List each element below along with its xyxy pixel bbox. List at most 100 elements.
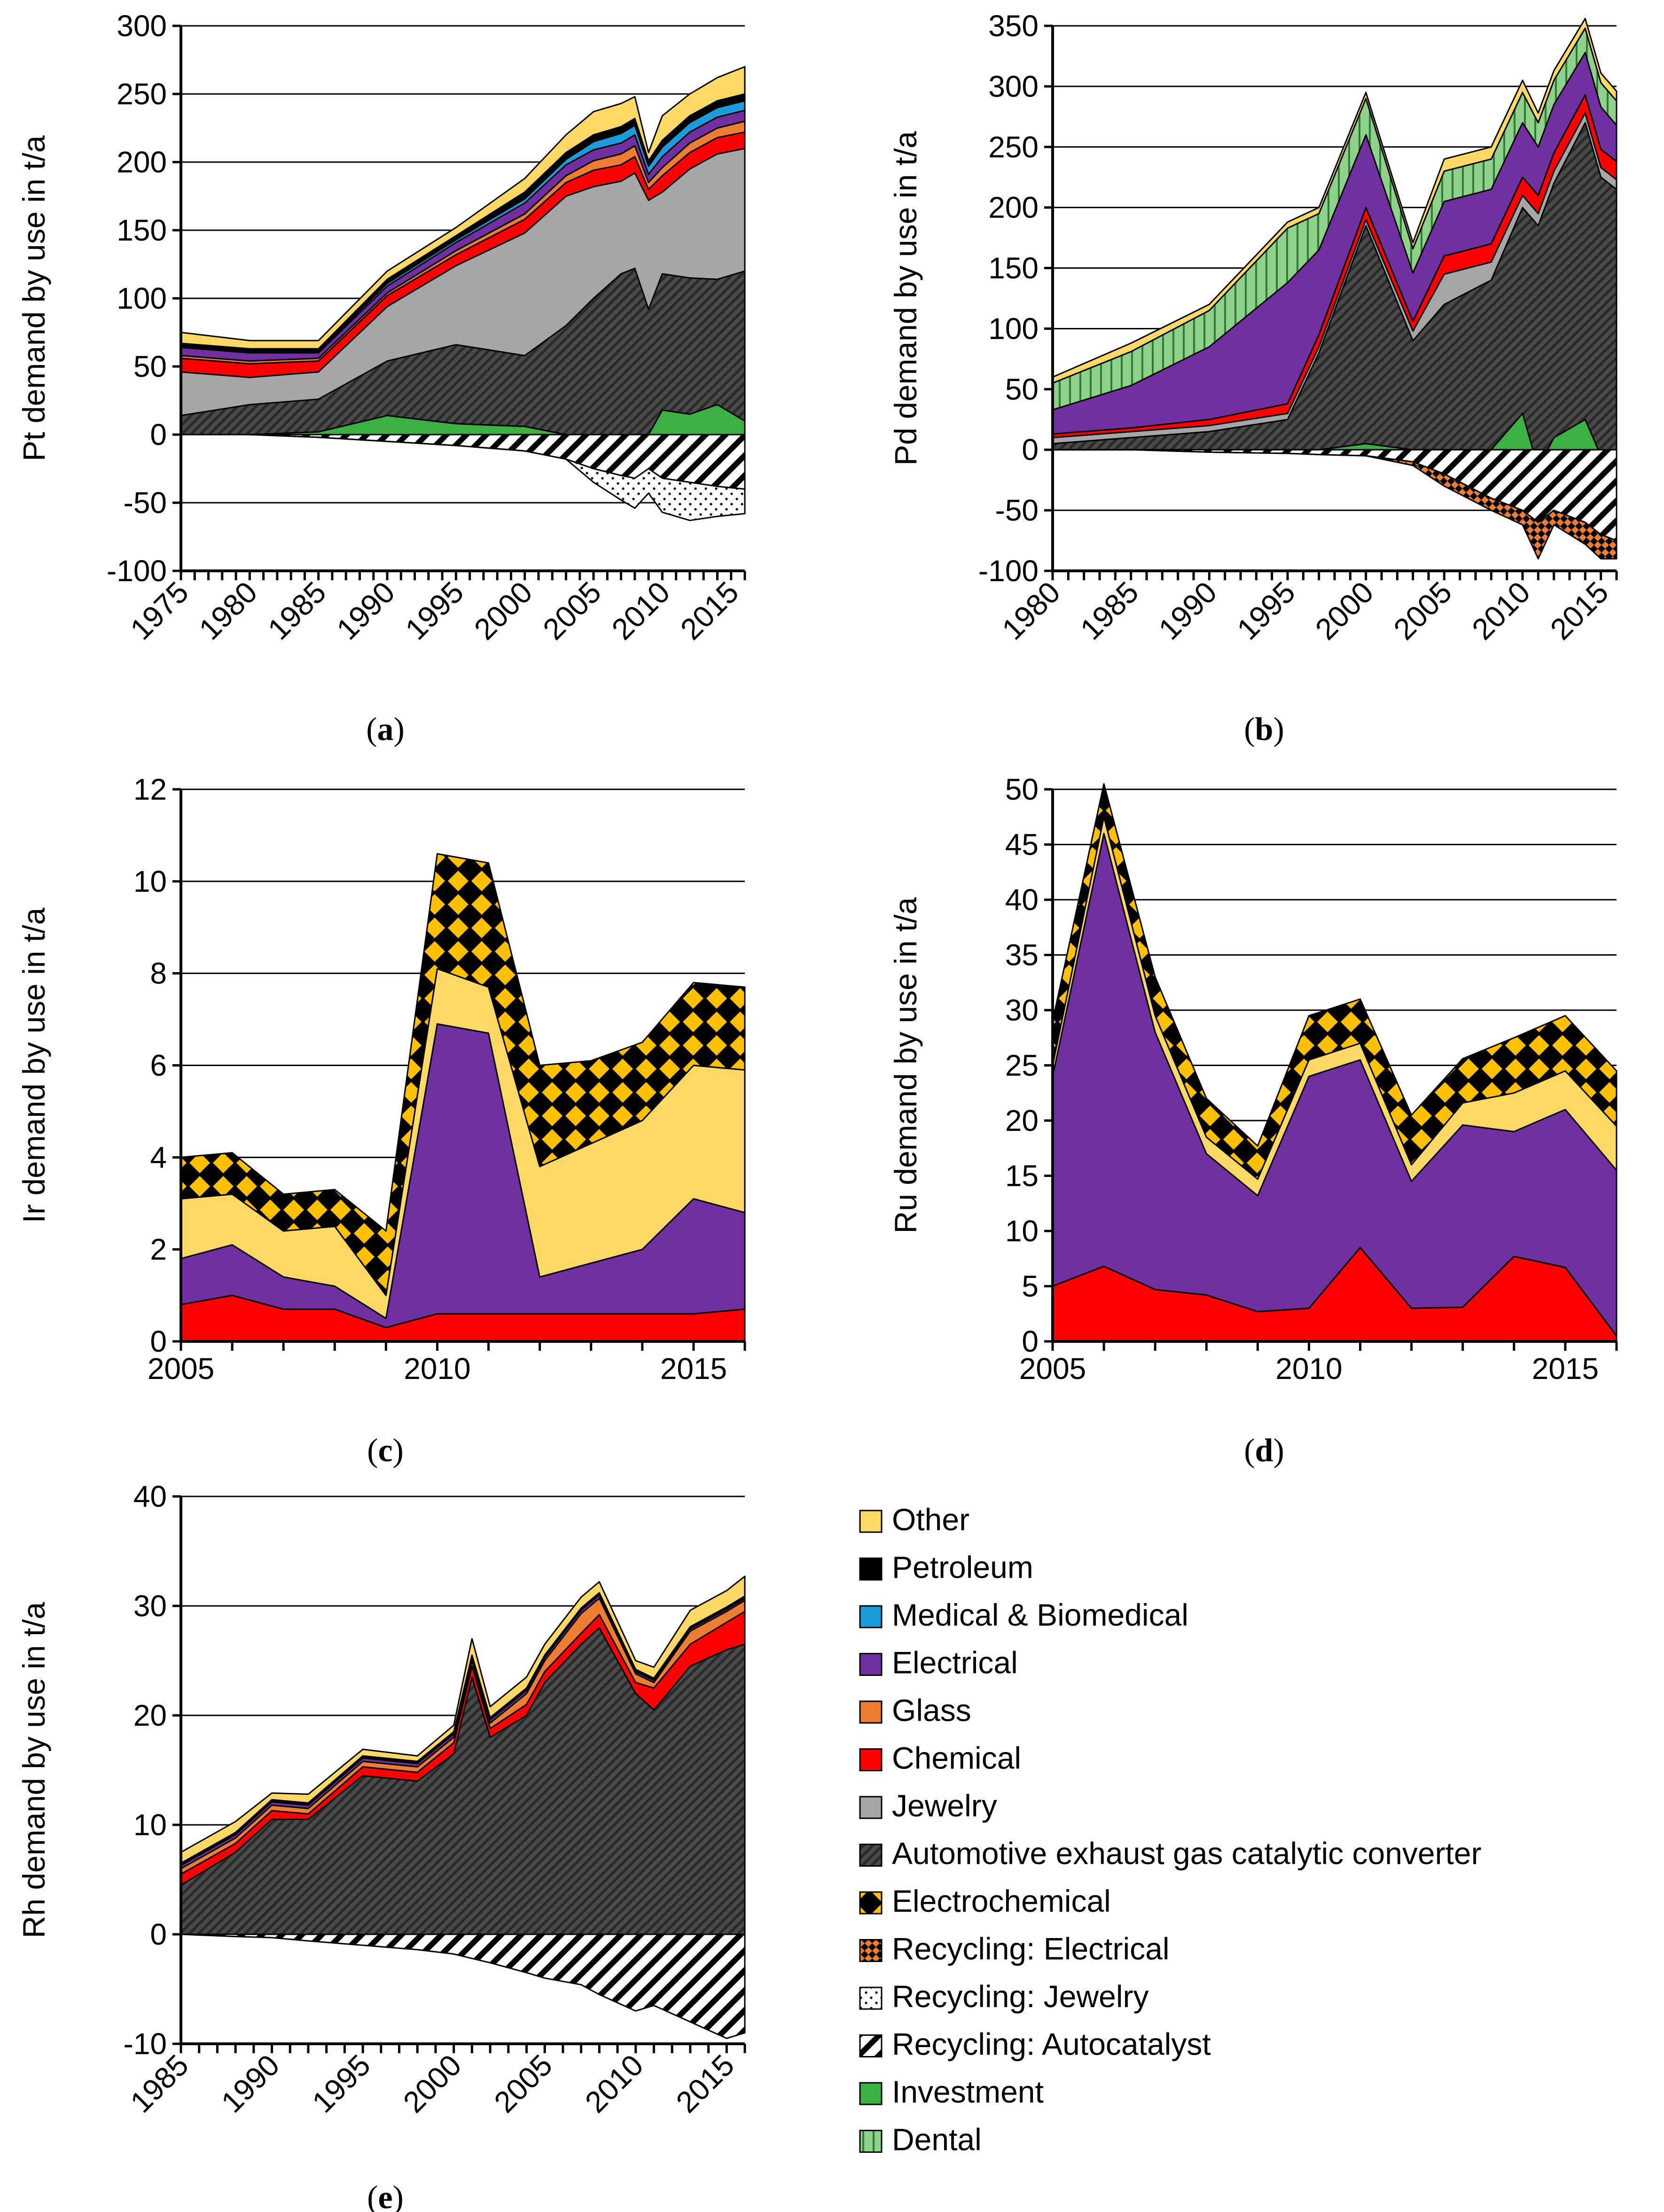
legend-swatch [859, 1796, 883, 1819]
legend-swatch [859, 1700, 883, 1724]
x-tick-label: 1995 [1230, 575, 1302, 646]
panel-d: 0 5 10 15 20 25 30 35 40 45 50 2005 2010 2015 Ru deman… [888, 772, 1618, 1469]
legend-item-automotive-exhaust-gas-catalytic-converter: Automotive exhaust gas catalytic convert… [859, 1836, 1482, 1871]
x-tick-label: 2010 [1275, 1352, 1342, 1386]
y-tick-label: 8 [150, 957, 167, 990]
panel-label: (a) [366, 711, 405, 748]
legend-swatch [859, 1605, 883, 1628]
y-tick-label: 40 [133, 1480, 167, 1513]
x-tick-label: 2005 [1387, 575, 1459, 646]
y-axis-label: Ru demand by use in t/a [888, 897, 923, 1233]
y-tick-label: 10 [133, 865, 167, 898]
legend-item-jewelry: Jewelry [859, 1788, 997, 1823]
y-tick-label: 0 [150, 1917, 167, 1951]
legend-swatch [859, 1844, 883, 1867]
legend: Other Petroleum Medical & Biomedical Electr… [859, 1502, 1482, 2157]
y-tick-label: 100 [117, 281, 167, 315]
panel-label: (c) [367, 1433, 404, 1469]
y-tick-label: -10 [124, 2027, 167, 2061]
y-tick-label: 30 [133, 1589, 167, 1623]
area-other [180, 66, 746, 350]
legend-swatch [859, 2034, 883, 2057]
y-tick-label: 50 [1005, 772, 1039, 806]
y-tick-label: -100 [978, 554, 1039, 588]
y-axis-label: Rh demand by use in t/a [16, 1602, 51, 1938]
panel-c: 0 2 4 6 8 10 12 2005 2010 2015 Ir demand by use in… [16, 772, 746, 1469]
legend-label: Other [892, 1502, 969, 1537]
area-electrochemical [180, 853, 746, 1296]
x-tick-label: 2015 [1544, 575, 1615, 646]
legend-label: Jewelry [892, 1788, 997, 1823]
y-tick-label: 150 [988, 251, 1039, 285]
y-tick-label: 10 [133, 1808, 167, 1842]
y-axis-label: Ir demand by use in t/a [16, 908, 51, 1223]
legend-swatch [859, 1891, 883, 1915]
panel-label: (e) [367, 2180, 404, 2212]
y-tick-label: 2 [150, 1232, 167, 1266]
x-tick-label: 2015 [660, 1352, 727, 1386]
legend-label: Recycling: Autocatalyst [892, 2027, 1211, 2062]
panel-a: -100-50050100150200250300197519801985199… [16, 9, 746, 748]
y-tick-label: 20 [1005, 1104, 1039, 1137]
y-tick-label: 50 [1005, 372, 1039, 406]
legend-swatch [859, 1939, 883, 1962]
x-tick-label: 1990 [330, 575, 401, 646]
x-tick-label: 2010 [404, 1352, 470, 1386]
legend-label: Chemical [892, 1741, 1021, 1776]
x-tick-label: 2005 [536, 575, 608, 646]
legend-label: Glass [892, 1693, 971, 1728]
y-tick-label: 30 [1005, 993, 1039, 1027]
legend-item-investment: Investment [859, 2074, 1044, 2109]
legend-item-chemical: Chemical [859, 1741, 1021, 1776]
x-tick-label: 2010 [605, 575, 677, 646]
x-tick-label: 2005 [488, 2048, 559, 2119]
y-tick-label: 0 [1022, 1324, 1039, 1358]
y-tick-label: 6 [150, 1049, 167, 1083]
y-tick-label: -50 [995, 493, 1039, 527]
x-tick-label: 1980 [193, 575, 264, 646]
legend-label: Automotive exhaust gas catalytic convert… [892, 1836, 1482, 1871]
legend-swatch [859, 1653, 883, 1676]
x-tick-label: 2010 [578, 2048, 650, 2119]
x-tick-label: 2000 [1309, 575, 1380, 646]
x-tick-label: 1995 [305, 2048, 377, 2119]
y-tick-label: -50 [124, 486, 167, 520]
legend-swatch [859, 1748, 883, 1771]
y-tick-label: 300 [988, 70, 1039, 103]
legend-label: Dental [892, 2122, 982, 2157]
legend-swatch [859, 1986, 883, 2010]
x-tick-label: 2000 [397, 2048, 468, 2119]
legend-item-glass: Glass [859, 1693, 971, 1728]
panel-label: (d) [1244, 1433, 1284, 1469]
y-tick-label: 0 [150, 418, 167, 452]
y-tick-label: 40 [1005, 883, 1039, 917]
legend-label: Recycling: Electrical [892, 1932, 1170, 1966]
y-axis-label: Pt demand by use in t/a [16, 135, 51, 461]
y-tick-label: 10 [1005, 1214, 1039, 1248]
y-tick-label: 100 [988, 312, 1039, 345]
legend-label: Investment [892, 2074, 1044, 2109]
legend-item-electrochemical: Electrochemical [859, 1884, 1111, 1918]
legend-swatch [859, 2130, 883, 2153]
y-tick-label: 15 [1005, 1159, 1039, 1193]
area-other [180, 1575, 746, 1864]
area-recycling-jewelry [180, 434, 746, 522]
panel-label: (b) [1244, 711, 1284, 748]
x-tick-label: 1990 [215, 2048, 286, 2119]
y-tick-label: 4 [150, 1140, 167, 1174]
x-tick-label: 1990 [1152, 575, 1224, 646]
legend-item-electrical: Electrical [859, 1645, 1018, 1680]
x-tick-label: 2015 [670, 2048, 741, 2119]
x-tick-label: 2005 [148, 1352, 214, 1386]
y-tick-label: 35 [1005, 938, 1039, 972]
y-tick-label: 150 [117, 213, 167, 247]
x-tick-label: 2010 [1465, 575, 1537, 646]
legend-swatch [859, 1558, 883, 1581]
x-tick-label: 1985 [261, 575, 333, 646]
y-tick-label: 250 [988, 130, 1039, 164]
legend-item-other: Other [859, 1502, 969, 1537]
y-tick-label: 50 [133, 350, 167, 383]
x-tick-label: 2005 [1019, 1352, 1086, 1386]
